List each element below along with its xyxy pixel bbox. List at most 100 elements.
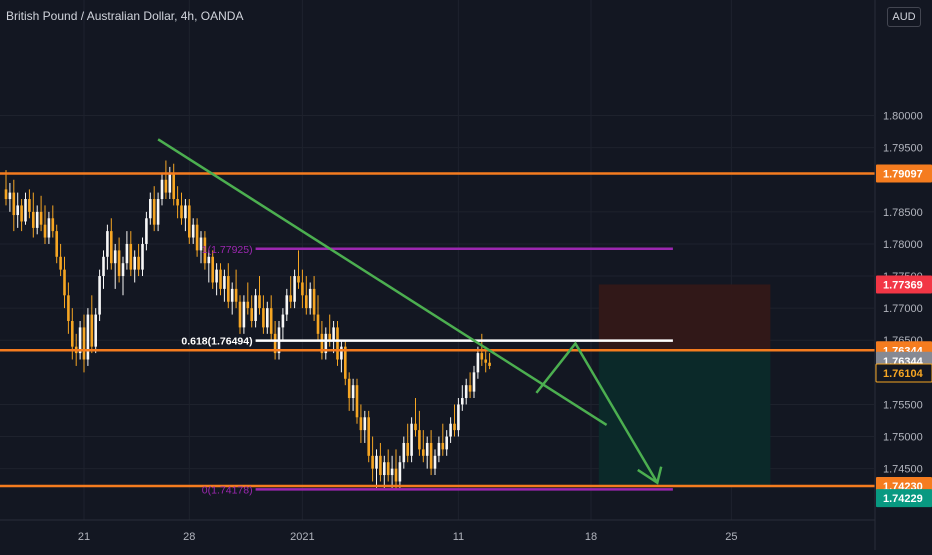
candle-body [328,333,331,341]
candle-body [230,288,234,302]
candle-body [363,417,367,431]
candle-body [117,250,121,277]
candle-body [141,243,144,270]
candle-body [324,333,328,354]
candle-body [242,301,246,328]
candle-body [308,288,312,309]
candle-body [43,224,47,238]
candle-body [12,192,16,216]
price-badge [876,489,932,508]
candle-body [305,295,308,309]
candle-body [398,462,402,482]
candle-body [16,205,19,216]
candle-body [86,314,90,360]
candle-body [383,462,386,476]
candle-body [414,423,417,431]
candle-body [273,333,277,354]
candle-body [480,353,484,360]
candle-body [125,243,129,264]
candle-body [35,211,39,228]
candle-body [176,199,179,206]
candle-body [406,442,409,456]
y-tick-label: 1.78500 [883,207,923,219]
fib-level-label: 0.618(1.76494) [181,336,252,348]
candle-body [184,205,187,219]
candle-body [262,308,265,328]
x-tick-label: 28 [183,531,195,543]
candle-body [433,455,437,469]
candle-body [207,256,211,264]
candle-body [301,282,304,296]
candle-body [160,179,164,200]
candle-body [199,237,203,251]
chart-title: British Pound / Australian Dollar, 4h, O… [6,9,244,23]
price-badge [876,275,932,294]
candle-body [8,192,12,200]
candle-body [51,218,55,232]
currency-unit-button[interactable]: AUD [887,7,921,27]
candle-body [219,269,222,289]
price-badge-label: 1.74229 [883,493,923,505]
candle-body [344,346,347,379]
candle-body [375,455,378,469]
candle-body [386,462,390,476]
candle-body [215,269,218,283]
candle-body [59,256,62,270]
candle-body [379,455,382,476]
candle-body [340,346,343,360]
projection-arrowhead [637,466,663,485]
x-tick-label: 11 [453,531,464,543]
candle-body [316,314,320,334]
candle-body [254,295,257,321]
candle-body [453,423,456,431]
candle-body [133,256,136,270]
candle-body [293,276,296,302]
candle-body [429,442,433,469]
candle-body [289,295,292,302]
candle-body [32,211,35,228]
candle-body [180,205,183,219]
candle-body [402,442,406,463]
price-badge-label: 1.76104 [883,368,924,380]
candle-body [461,398,464,405]
candle-body [418,430,421,450]
candle-body [211,256,214,283]
price-badge-label: 1.79097 [883,169,923,181]
candles [4,160,491,490]
candle-body [394,468,398,482]
candle-body [441,442,445,450]
candle-body [468,385,472,392]
candle-body [39,211,43,225]
candle-body [55,231,58,257]
drawings: 1(1.77925) 0.618(1.76494) 0(1.74178) [0,138,875,496]
candle-body [168,173,172,193]
candle-body [47,218,51,238]
candle-body [285,295,289,315]
y-tick-label: 1.75500 [883,399,923,411]
y-tick-label: 1.78000 [883,239,923,251]
candle-body [484,359,487,363]
candle-body [67,295,70,321]
candle-body [172,173,175,200]
candle-body [297,276,300,283]
candle-body [82,327,86,360]
price-badge [875,363,932,383]
candle-body [281,314,285,328]
x-tick-label: 2021 [290,531,314,543]
candle-body [71,320,74,347]
candle-body [269,308,273,334]
candle-body [449,423,452,437]
candle-body [332,327,335,341]
candle-body [106,231,109,257]
candle-body [355,385,359,418]
candle-body [359,417,363,431]
price-badge-label: 1.77369 [883,279,923,291]
trade-zones [598,284,771,487]
candle-body [203,237,207,264]
candle-body [78,327,82,354]
candle-body [367,417,370,456]
candle-body [20,205,23,222]
